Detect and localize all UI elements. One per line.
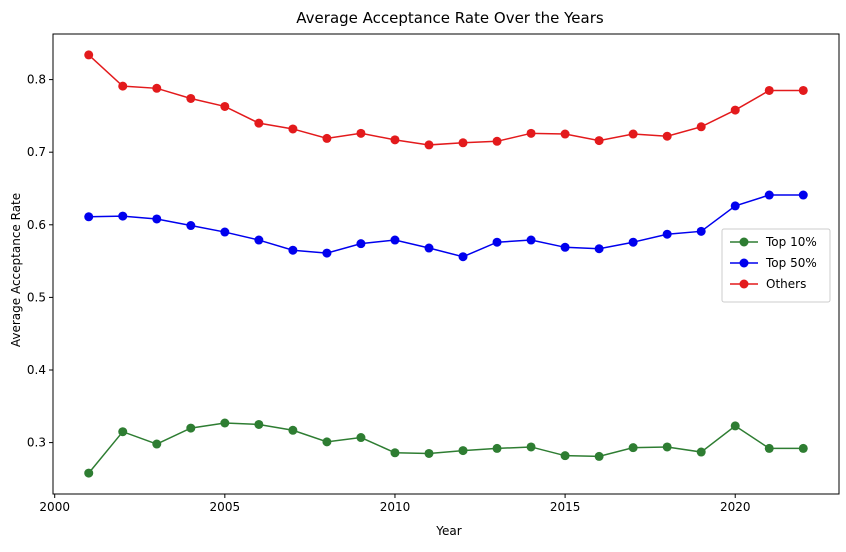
legend: Top 10% Top 50% Others bbox=[721, 228, 831, 303]
data-point bbox=[662, 442, 672, 452]
legend-marker bbox=[739, 258, 749, 268]
data-point bbox=[662, 131, 672, 141]
data-point bbox=[390, 448, 400, 458]
data-point bbox=[118, 81, 128, 91]
data-point bbox=[696, 447, 706, 457]
data-point bbox=[152, 83, 162, 93]
y-tick-label: 0.6 bbox=[27, 218, 46, 232]
legend-label: Top 10% bbox=[765, 235, 817, 249]
y-tick-label: 0.7 bbox=[27, 145, 46, 159]
data-point bbox=[186, 423, 196, 433]
data-point bbox=[594, 136, 604, 146]
data-point bbox=[356, 433, 366, 443]
data-point bbox=[84, 468, 94, 478]
x-tick-label: 2010 bbox=[380, 500, 411, 514]
y-tick-label: 0.8 bbox=[27, 73, 46, 87]
legend-label: Others bbox=[766, 277, 806, 291]
data-point bbox=[764, 85, 774, 95]
data-point bbox=[594, 244, 604, 254]
data-point bbox=[322, 437, 332, 447]
data-point bbox=[628, 129, 638, 139]
data-point bbox=[220, 101, 230, 111]
data-point bbox=[730, 201, 740, 211]
data-point bbox=[798, 85, 808, 95]
data-point bbox=[798, 190, 808, 200]
data-point bbox=[560, 129, 570, 139]
legend-label: Top 50% bbox=[765, 256, 817, 270]
chart-title: Average Acceptance Rate Over the Years bbox=[296, 9, 604, 27]
data-point bbox=[798, 443, 808, 453]
data-point bbox=[322, 248, 332, 258]
data-point bbox=[186, 221, 196, 231]
y-axis-label: Average Acceptance Rate bbox=[9, 193, 23, 347]
data-point bbox=[254, 118, 264, 128]
legend-marker bbox=[739, 279, 749, 289]
data-point bbox=[254, 419, 264, 429]
series-group bbox=[84, 418, 808, 478]
legend-marker bbox=[739, 237, 749, 247]
axes: 2000 2005 2010 2015 2020 0.3 0.4 0.5 0.6 0.7 0.8 bbox=[27, 73, 751, 514]
series-line bbox=[88, 422, 804, 474]
data-point bbox=[492, 237, 502, 247]
data-point bbox=[560, 242, 570, 252]
data-point bbox=[764, 190, 774, 200]
data-point bbox=[492, 136, 502, 146]
data-point bbox=[424, 448, 434, 458]
data-point bbox=[288, 245, 298, 255]
data-point bbox=[220, 227, 230, 237]
data-point bbox=[288, 425, 298, 435]
data-point bbox=[186, 93, 196, 103]
y-tick-label: 0.4 bbox=[27, 363, 46, 377]
data-point bbox=[84, 50, 94, 60]
data-point bbox=[424, 140, 434, 150]
data-point bbox=[152, 214, 162, 224]
data-point bbox=[730, 421, 740, 431]
series-line bbox=[88, 54, 804, 146]
data-point bbox=[390, 235, 400, 245]
x-tick-label: 2005 bbox=[210, 500, 241, 514]
data-point bbox=[696, 122, 706, 132]
data-point bbox=[560, 451, 570, 461]
x-tick-label: 2000 bbox=[39, 500, 70, 514]
data-point bbox=[526, 442, 536, 452]
y-tick-label: 0.5 bbox=[27, 290, 46, 304]
data-point bbox=[390, 135, 400, 145]
data-point bbox=[254, 235, 264, 245]
data-point bbox=[730, 105, 740, 115]
data-point bbox=[84, 212, 94, 222]
data-point bbox=[458, 252, 468, 262]
data-point bbox=[458, 138, 468, 148]
data-point bbox=[492, 443, 502, 453]
data-point bbox=[696, 226, 706, 236]
series-group bbox=[84, 50, 808, 150]
data-point bbox=[356, 239, 366, 249]
data-point bbox=[322, 133, 332, 143]
data-point bbox=[628, 237, 638, 247]
x-axis-label: Year bbox=[435, 524, 461, 538]
x-tick-label: 2020 bbox=[720, 500, 751, 514]
data-point bbox=[526, 235, 536, 245]
x-tick-label: 2015 bbox=[550, 500, 581, 514]
series-line bbox=[88, 194, 804, 258]
data-point bbox=[526, 128, 536, 138]
data-point bbox=[152, 439, 162, 449]
data-point bbox=[662, 229, 672, 239]
data-point bbox=[220, 418, 230, 428]
y-tick-label: 0.3 bbox=[27, 436, 46, 450]
data-point bbox=[118, 211, 128, 221]
data-point bbox=[424, 243, 434, 253]
data-point bbox=[594, 451, 604, 461]
data-point bbox=[764, 443, 774, 453]
series-group bbox=[84, 190, 808, 262]
data-point bbox=[118, 427, 128, 437]
data-point bbox=[628, 443, 638, 453]
plot-area bbox=[84, 50, 808, 478]
data-point bbox=[458, 446, 468, 456]
data-point bbox=[288, 124, 298, 134]
plot-frame bbox=[52, 33, 840, 495]
data-point bbox=[356, 128, 366, 138]
